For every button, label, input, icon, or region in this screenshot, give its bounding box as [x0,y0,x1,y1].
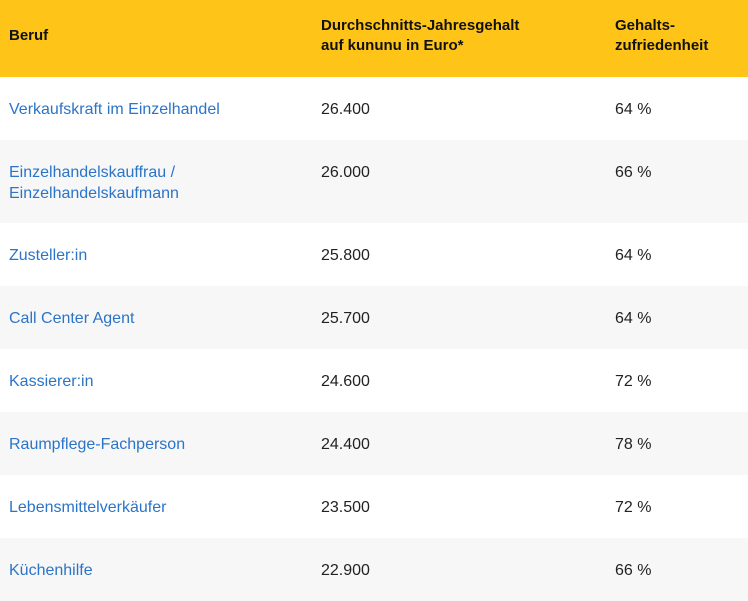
header-gehalt: Durchschnitts-Jahresgehalt auf kununu in … [321,0,615,77]
cell-beruf: Kassierer:in [0,349,321,412]
table-row: Raumpflege-Fachperson 24.400 78 % [0,412,748,475]
cell-gehalt: 22.900 [321,562,370,579]
cell-gehalt: 25.800 [321,247,370,264]
table-row: Zusteller:in 25.800 64 % [0,223,748,286]
header-beruf: Beruf [0,0,321,77]
table-row: Lebensmittelverkäufer 23.500 72 % [0,475,748,538]
cell-gehalt: 23.500 [321,499,370,516]
header-zufriedenheit: Gehalts-zufriedenheit [615,0,748,77]
beruf-link[interactable]: Einzelhandelskauffrau / Einzelhandelskau… [9,164,179,202]
table-row: Einzelhandelskauffrau / Einzelhandelskau… [0,140,748,223]
cell-zufriedenheit: 66 % [615,562,652,579]
cell-gehalt: 24.400 [321,436,370,453]
table-header: Beruf Durchschnitts-Jahresgehalt auf kunu… [0,0,748,77]
cell-zufriedenheit: 66 % [615,164,652,181]
header-zufriedenheit-line1: Gehalts- [615,17,676,34]
table-row: Küchenhilfe 22.900 66 % [0,538,748,601]
cell-beruf: Zusteller:in [0,223,321,286]
cell-gehalt: 24.600 [321,373,370,390]
cell-zufriedenheit: 64 % [615,310,652,327]
table-row: Kassierer:in 24.600 72 % [0,349,748,412]
cell-beruf: Raumpflege-Fachperson [0,412,321,475]
beruf-link[interactable]: Raumpflege-Fachperson [9,436,186,453]
cell-beruf: Lebensmittelverkäufer [0,475,321,538]
beruf-link[interactable]: Call Center Agent [9,310,135,327]
cell-zufriedenheit: 78 % [615,436,652,453]
cell-beruf: Einzelhandelskauffrau / Einzelhandelskau… [0,140,321,223]
cell-gehalt: 25.700 [321,310,370,327]
beruf-link[interactable]: Verkaufskraft im Einzelhandel [9,101,220,118]
beruf-link[interactable]: Küchenhilfe [9,562,93,579]
cell-zufriedenheit: 72 % [615,373,652,390]
cell-zufriedenheit: 64 % [615,101,652,118]
header-gehalt-line1: Durchschnitts-Jahresgehalt [321,17,520,34]
header-zufriedenheit-line2: zufriedenheit [615,37,709,54]
cell-gehalt: 26.400 [321,101,370,118]
table-row: Call Center Agent 25.700 64 % [0,286,748,349]
beruf-link[interactable]: Zusteller:in [9,247,88,264]
beruf-link[interactable]: Kassierer:in [9,373,94,390]
header-gehalt-line2: auf kununu in Euro* [321,37,464,54]
cell-zufriedenheit: 72 % [615,499,652,516]
cell-zufriedenheit: 64 % [615,247,652,264]
cell-beruf: Verkaufskraft im Einzelhandel [0,77,321,140]
cell-gehalt: 26.000 [321,164,370,181]
cell-beruf: Call Center Agent [0,286,321,349]
cell-beruf: Küchenhilfe [0,538,321,601]
beruf-link[interactable]: Lebensmittelverkäufer [9,499,167,516]
table-row: Verkaufskraft im Einzelhandel 26.400 64 … [0,77,748,140]
